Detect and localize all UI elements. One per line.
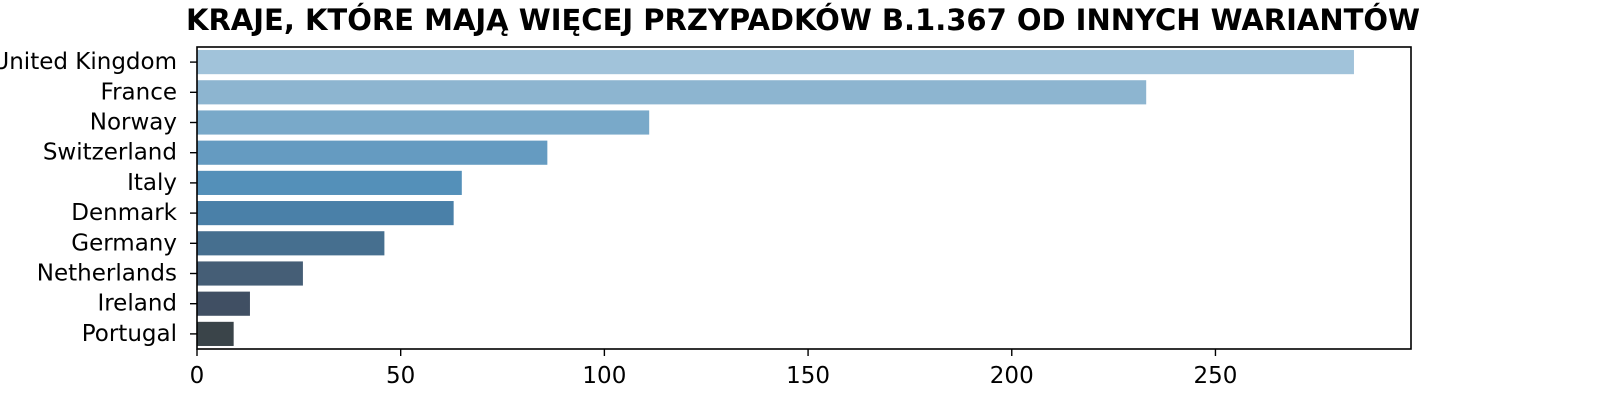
y-tick-label: Netherlands	[37, 261, 177, 287]
bars-group	[197, 50, 1354, 346]
x-tick-label: 0	[190, 363, 205, 389]
y-axis-labels: United Kingdom France Norway Switzerland Ita…	[0, 49, 197, 347]
y-tick-label: Switzerland	[43, 140, 177, 166]
bar-norway	[197, 110, 650, 135]
y-tick-label: Germany	[71, 230, 177, 256]
y-tick-label: Norway	[90, 110, 177, 136]
bar-switzerland	[197, 140, 548, 165]
bar-united-kingdom	[197, 50, 1354, 75]
x-tick-label: 250	[1194, 363, 1238, 389]
y-tick-label: France	[101, 79, 177, 105]
bar-france	[197, 80, 1147, 105]
bar-germany	[197, 231, 385, 256]
bar-denmark	[197, 201, 454, 226]
x-tick-label: 200	[990, 363, 1034, 389]
x-tick-label: 100	[582, 363, 626, 389]
bar-italy	[197, 170, 462, 195]
bar-netherlands	[197, 261, 303, 286]
y-tick-label: Italy	[127, 170, 177, 196]
y-tick-label: United Kingdom	[0, 49, 177, 75]
x-tick-label: 50	[386, 363, 415, 389]
x-axis: 0 50 100 150 200 250	[190, 349, 1238, 389]
plot-frame	[196, 46, 1412, 350]
bar-ireland	[197, 291, 250, 316]
bar-portugal	[197, 321, 234, 346]
y-tick-label: Denmark	[71, 200, 177, 226]
y-tick-label: Ireland	[97, 291, 177, 317]
chart-title: KRAJE, KTÓRE MAJĄ WIĘCEJ PRZYPADKÓW B.1.…	[186, 3, 1420, 37]
y-tick-label: Portugal	[82, 321, 177, 347]
x-tick-label: 150	[786, 363, 830, 389]
